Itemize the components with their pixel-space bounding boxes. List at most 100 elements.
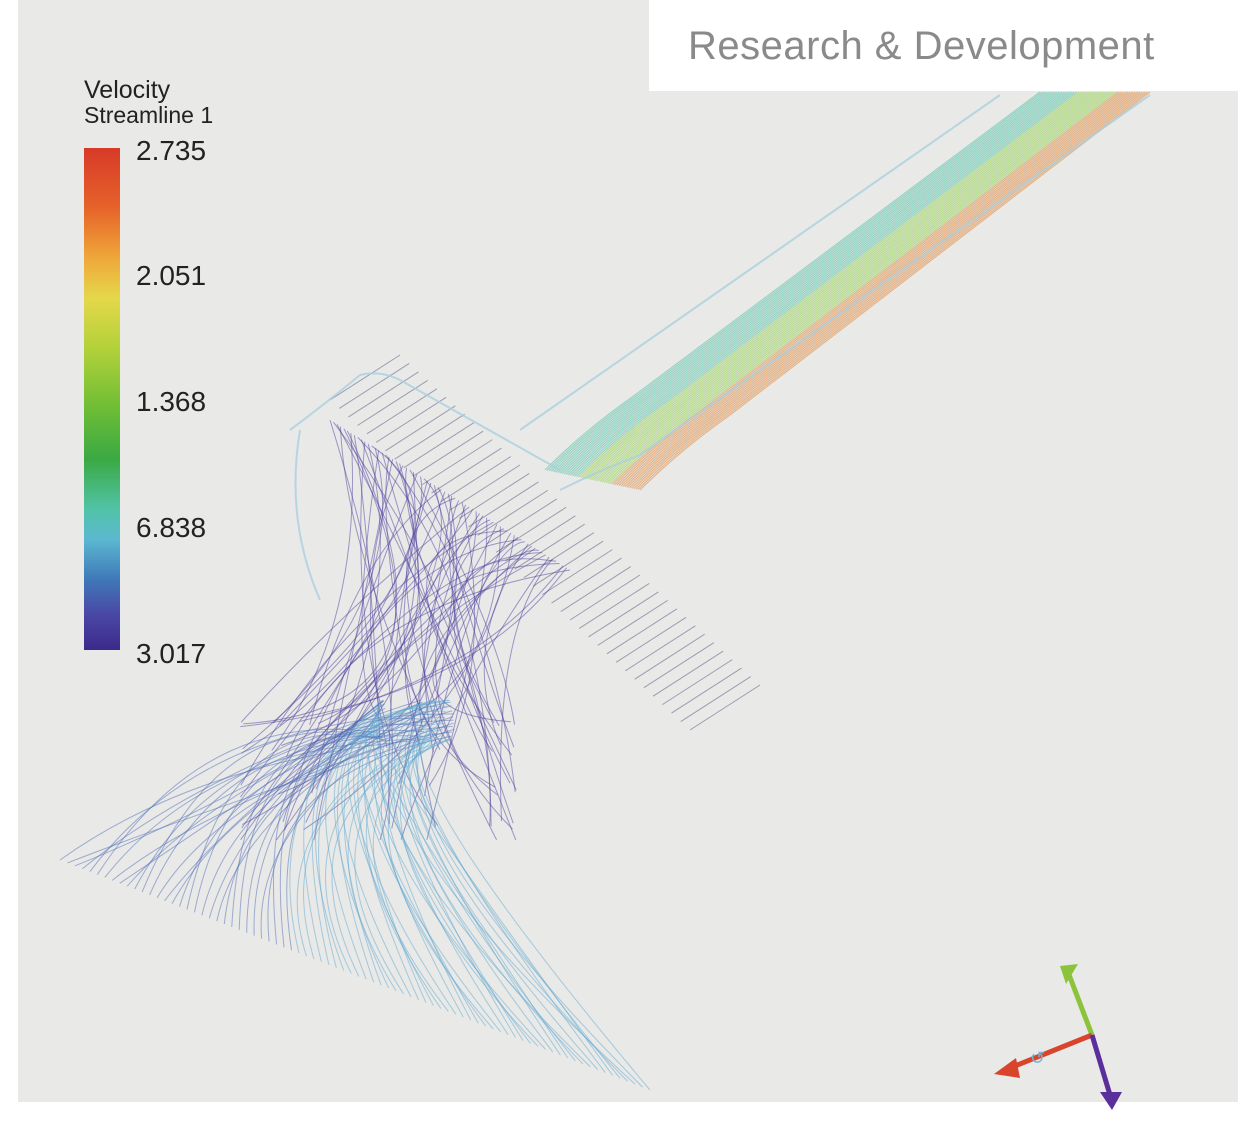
throat-streamline (625, 625, 696, 672)
throat-streamline (348, 371, 419, 418)
legend-tick-4: 6.838 (136, 512, 207, 543)
jet-streamline (633, 91, 1144, 490)
throat-streamline (532, 540, 604, 587)
swirl-streamline (241, 476, 423, 829)
plume-streamline (59, 739, 421, 861)
jet-streamline (607, 91, 1114, 484)
throat-streamline (615, 616, 687, 663)
throat-streamline (578, 583, 650, 629)
plume-streamline (407, 703, 599, 1070)
plume-streamline (286, 701, 451, 951)
swirl-streamline (453, 558, 557, 784)
plume-streamline (364, 701, 448, 1003)
plume-streamline (393, 739, 531, 1044)
velocity-legend: Velocity Streamline 1 2.735 2.051 1.368 … (84, 78, 284, 678)
plume-streamline (373, 700, 464, 1018)
swirl-streamlines (240, 354, 761, 841)
plume-streamline (315, 708, 383, 971)
jet-streamline (582, 91, 1085, 479)
plume-streamline (373, 701, 591, 1068)
rotation-arrow-icon: ↺ (1030, 1048, 1045, 1068)
swirl-streamline (428, 502, 476, 787)
jet-streamline (561, 91, 1060, 474)
jet-streamline (588, 91, 1092, 480)
jet-streamline (629, 91, 1139, 489)
throat-streamline (329, 354, 401, 401)
plume-streamline (333, 713, 390, 989)
throat-streamline (671, 667, 742, 714)
jet-streamline (557, 91, 1056, 474)
jet-streamline (631, 91, 1141, 489)
legend-subtitle: Streamline 1 (84, 102, 214, 128)
plume-streamline (325, 728, 382, 980)
plume-streamline (412, 733, 621, 1079)
legend-tick-max: 2.735 (136, 135, 207, 166)
throat-streamline (338, 363, 410, 409)
plume-streamline (186, 733, 384, 910)
jet-streamline (565, 91, 1065, 475)
jet-streamline (584, 91, 1087, 479)
cfd-viewport[interactable] (18, 0, 1238, 1102)
swirl-streamline (405, 467, 495, 724)
header-banner: Research & Development (649, 0, 1238, 91)
throat-streamline (422, 439, 493, 486)
swirl-streamline (240, 506, 470, 723)
swirl-streamline (391, 496, 453, 829)
throat-streamline (440, 456, 512, 502)
throat-streamline (477, 489, 548, 536)
throat-streamline (385, 405, 456, 452)
plume-streamline (376, 700, 636, 1085)
jet-streamline (637, 91, 1148, 490)
jet-streamlines (544, 91, 1151, 491)
plume-streamline (67, 728, 455, 864)
swirl-streamline (299, 565, 564, 722)
axis-triad[interactable]: ↺ (994, 964, 1122, 1110)
plume-streamline (398, 700, 554, 1053)
plume-streamline (289, 703, 383, 954)
y-axis-head (1060, 964, 1078, 984)
legend-tick-min: 3.017 (136, 638, 207, 669)
x-axis-head (994, 1058, 1020, 1078)
plume-streamline (405, 716, 561, 1056)
throat-streamline (597, 599, 668, 646)
jet-streamline (546, 91, 1043, 471)
plume-streamline (296, 722, 428, 957)
plume-streamline (420, 729, 651, 1091)
swirl-streamline (281, 524, 498, 746)
throat-streamline (689, 684, 761, 731)
duct-outline (289, 94, 1151, 601)
jet-streamline (610, 91, 1117, 485)
plume-streamline (238, 723, 426, 930)
plume-streamline (353, 716, 457, 1015)
plume-streamline (179, 725, 453, 907)
plume-streamline (201, 710, 453, 916)
swirl-streamline (361, 450, 386, 725)
swirl-streamline (309, 489, 442, 726)
swirl-streamline (317, 428, 397, 724)
throat-streamline (468, 481, 539, 528)
x-axis-arrow (1009, 1032, 1093, 1071)
throat-streamline (449, 464, 521, 511)
plume-streamline (415, 708, 643, 1088)
swirl-streamline (409, 469, 516, 725)
plume-streamline (365, 737, 442, 1009)
plume-streamline (341, 722, 412, 998)
throat-streamline (551, 557, 622, 604)
jet-streamline (586, 91, 1090, 480)
throat-streamline (458, 473, 530, 519)
swirl-streamline (240, 567, 567, 728)
throat-streamline (375, 396, 447, 443)
plume-streamline (357, 703, 431, 1000)
throat-streamline (634, 633, 705, 680)
banner-title: Research & Development (688, 24, 1155, 68)
jet-streamline (616, 91, 1124, 486)
throat-streamline (606, 608, 678, 655)
throat-streamline (357, 379, 428, 426)
jet-streamline (622, 91, 1131, 487)
swirl-streamline (313, 459, 394, 841)
jet-streamline (635, 91, 1146, 490)
plume-streamline (394, 710, 516, 1038)
jet-streamline (563, 91, 1063, 475)
